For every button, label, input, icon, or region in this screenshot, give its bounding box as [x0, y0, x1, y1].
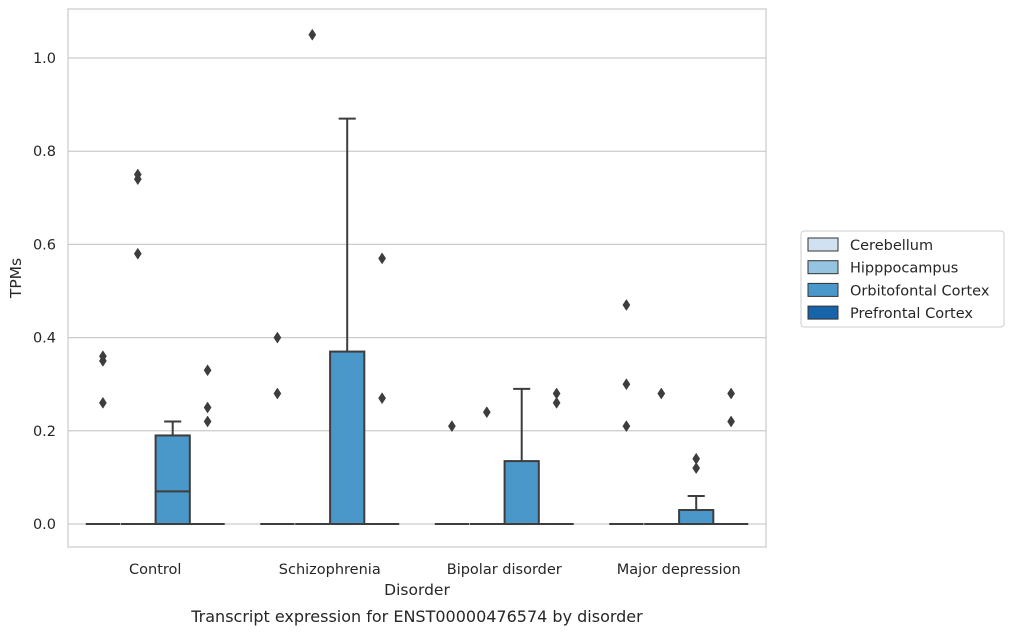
outlier-point — [308, 28, 317, 41]
outlier-point — [552, 396, 561, 409]
figure-caption: Transcript expression for ENST0000047657… — [190, 607, 643, 626]
box — [329, 350, 366, 525]
outlier-point — [133, 168, 142, 181]
legend-swatch — [807, 237, 839, 252]
outlier-point — [378, 252, 386, 265]
legend-label: Hipppocampus — [850, 261, 958, 277]
plot-frame — [67, 8, 767, 548]
outlier-point — [692, 452, 701, 465]
box-group — [469, 406, 504, 525]
box-group — [364, 252, 400, 525]
legend-label: Orbitofontal Cortex — [850, 283, 990, 299]
x-tick-label: Major depression — [617, 562, 741, 578]
outlier-point — [622, 420, 631, 433]
box-group — [434, 420, 470, 525]
box-group — [503, 387, 540, 525]
outlier-point — [482, 406, 491, 419]
box-group — [329, 117, 366, 525]
outlier-point — [203, 364, 212, 377]
box — [678, 509, 715, 525]
box-group — [678, 452, 715, 525]
y-tick-label: 0.4 — [33, 331, 56, 347]
x-tick-label: Control — [129, 562, 181, 578]
y-tick-label: 0.8 — [33, 144, 56, 160]
box-group — [713, 387, 749, 525]
y-axis-label: TPMs — [7, 258, 25, 299]
box-group — [190, 364, 225, 525]
outlier-point — [133, 247, 142, 260]
legend-swatch — [807, 305, 839, 320]
legend-swatch — [807, 260, 839, 275]
box-group — [85, 350, 121, 525]
outlier-point — [99, 396, 107, 409]
box-group — [609, 299, 644, 525]
outlier-point — [622, 378, 631, 391]
outlier-point — [727, 387, 735, 400]
outlier-point — [99, 350, 107, 363]
y-tick-labels: 0.0 0.2 0.4 0.6 0.8 1.0 — [33, 51, 56, 533]
box — [503, 460, 540, 525]
x-tick-label: Schizophrenia — [279, 562, 381, 578]
outlier-point — [203, 401, 212, 414]
outlier-point — [273, 387, 282, 400]
legend-label: Cerebellum — [850, 238, 933, 254]
outlier-point — [203, 415, 212, 428]
outlier-point — [727, 415, 735, 428]
box — [154, 434, 191, 525]
x-tick-labels: Control Schizophrenia Bipolar disorder Majo… — [129, 562, 741, 578]
box-group — [539, 387, 574, 525]
box-group — [120, 168, 155, 525]
outlier-point — [657, 387, 666, 400]
box-group — [154, 420, 191, 525]
y-tick-label: 0.6 — [33, 237, 56, 253]
legend-swatch — [807, 282, 839, 297]
outlier-point — [378, 392, 386, 405]
legend-frame — [800, 230, 1005, 328]
box-group — [295, 28, 330, 525]
legend-label: Prefrontal Cortex — [850, 306, 973, 322]
outlier-point — [692, 462, 701, 475]
outlier-point — [448, 420, 456, 433]
outlier-point — [622, 299, 631, 311]
box-group — [644, 387, 679, 525]
y-tick-label: 0.0 — [33, 517, 56, 533]
outlier-point — [273, 331, 282, 344]
box-group — [260, 331, 295, 525]
outlier-point — [552, 387, 561, 400]
x-axis-label: Disorder — [384, 581, 450, 599]
y-tick-label: 0.2 — [33, 424, 56, 440]
x-tick-label: Bipolar disorder — [447, 562, 562, 578]
y-tick-label: 1.0 — [33, 51, 56, 67]
box-series — [85, 28, 749, 525]
legend: Cerebellum Hipppocampus Orbitofontal Corte… — [800, 230, 1005, 328]
